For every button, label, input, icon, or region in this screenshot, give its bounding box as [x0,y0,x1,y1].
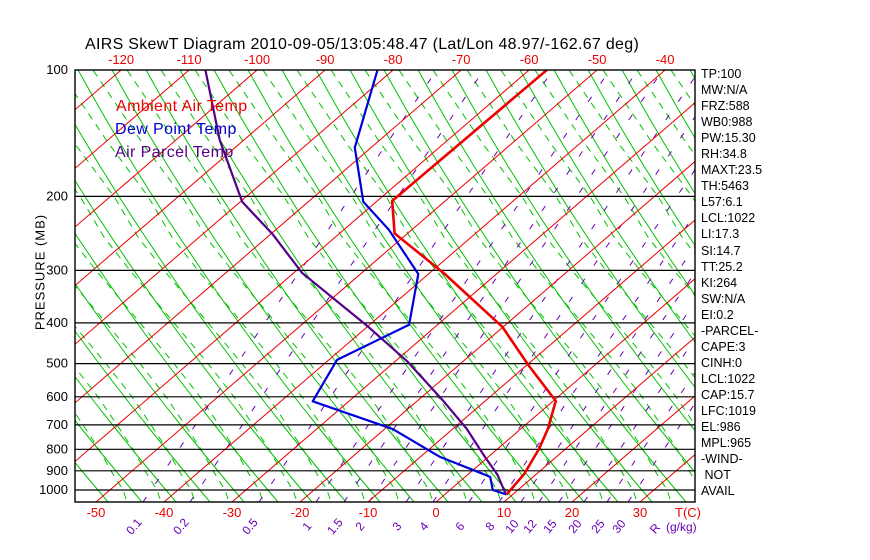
stat-line: MPL:965 [701,436,752,451]
stat-line: CAPE:3 [701,339,746,354]
page-title: AIRS SkewT Diagram 2010-09-05/13:05:48.4… [85,36,640,53]
stats-column: TP:100 MW:N/A FRZ:588 WB0:988 PW:15.30 RH:34.… [701,66,762,499]
tick-label: -80 [384,52,403,67]
tick-label: 4 [416,519,431,533]
stat-line: TP:100 [701,67,742,81]
stat-line: L57:6.1 [701,195,743,210]
tick-label: 600 [46,389,68,404]
stat-line: CINH:0 [701,355,742,370]
stat-line: KI:264 [701,275,738,290]
tick-label: -40 [656,52,675,67]
stat-line: EI:0.2 [701,307,734,322]
tick-label: 20 [565,505,579,520]
tick-label: -100 [244,52,270,67]
tick-label: 6 [452,519,467,533]
tick-label: 800 [46,441,68,456]
tick-label: 700 [46,417,68,432]
pressure-axis-label: PRESSURE (MB) [32,213,48,331]
tick-label: -40 [155,505,174,520]
tick-label: 400 [46,315,68,330]
tick-label: -50 [588,52,607,67]
stat-line: TH:5463 [701,179,749,194]
tick-label: 1.5 [324,515,346,537]
tick-label: 15 [540,517,560,536]
tick-label: -90 [316,52,335,67]
tick-label: 25 [588,517,608,536]
tick-label: 0.5 [239,515,261,537]
plot-border [74,69,696,503]
stat-line: LI:17.3 [701,227,740,242]
tick-label: -120 [108,52,134,67]
stat-line: FRZ:588 [701,99,750,114]
tick-label: -50 [87,505,106,520]
tick-label: 900 [46,463,68,478]
stat-line: CAP:15.7 [701,387,755,402]
tick-label: 30 [633,505,647,520]
tick-label: 10 [497,505,511,520]
tick-label: -60 [520,52,539,67]
stat-line: SW:N/A [701,291,746,306]
tick-label: 8 [482,519,497,533]
tick-label: -20 [291,505,310,520]
stat-line: -WIND- [701,452,743,467]
tick-label: 1000 [39,482,68,497]
tick-label: 3 [389,519,404,533]
stat-line: WB0:988 [701,115,753,130]
tick-label: 500 [46,356,68,371]
tick-label: 200 [46,188,68,203]
stat-line: TT:25.2 [701,259,743,274]
stat-line: PW:15.30 [701,131,756,146]
stat-line: EL:986 [701,420,741,435]
stat-line: LFC:1019 [701,403,756,418]
tick-label: -30 [223,505,242,520]
tick-label: -110 [177,52,202,67]
stat-line: MW:N/A [701,83,748,98]
stat-line: SI:14.7 [701,243,741,258]
tick-label: 0 [432,505,439,520]
tick-label: 12 [520,517,540,536]
tick-label: 0.1 [123,515,145,537]
tick-label: -70 [452,52,471,67]
stat-line: LCL:1022 [701,371,756,386]
stat-line: MAXT:23.5 [701,163,763,178]
plot-area [75,70,695,502]
tick-label: 30 [609,517,629,536]
legend-air-parcel-temp: Air Parcel Temp [115,144,234,161]
tick-label: -10 [359,505,378,520]
tick-label: R [647,520,664,536]
legend-dew-point-temp: Dew Point Temp [115,121,237,138]
stat-line: AVAIL [701,484,735,499]
tick-label: 2 [352,519,367,533]
tick-label: 100 [46,62,68,77]
stat-line: -PARCEL- [701,323,759,338]
stat-line: RH:34.8 [701,147,747,162]
tick-label: T(C) [675,505,701,520]
stat-line: LCL:1022 [701,211,756,226]
legend-ambient-air-temp: Ambient Air Temp [116,98,248,115]
tick-label: (g/kg) [666,520,697,534]
tick-label: 1 [299,519,314,533]
stat-line: NOT [701,468,731,483]
tick-label: 0.2 [170,515,192,537]
tick-label: 300 [46,262,68,277]
